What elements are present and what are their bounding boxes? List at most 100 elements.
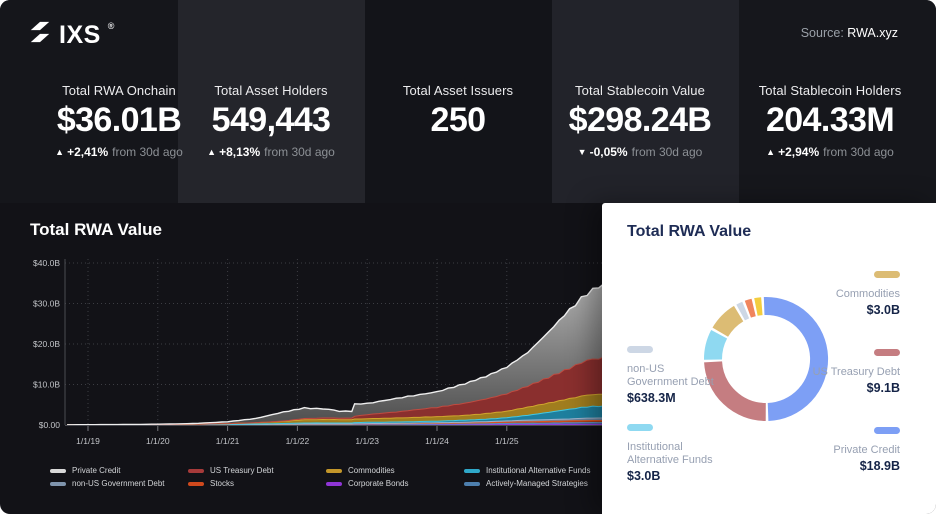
stat-card-bg-2 <box>178 0 365 203</box>
stat-card-bg-1 <box>0 0 178 203</box>
callout-swatch <box>874 427 900 434</box>
donut-segment-institutional-alternative-funds[interactable] <box>704 330 728 360</box>
legend-item-institutional-alternative-funds[interactable]: Institutional Alternative Funds <box>464 464 602 477</box>
y-tick-label: $10.0B <box>33 380 60 390</box>
donut-callout-non-us-government-debt[interactable]: non-US Government Debt $638.3M <box>627 346 737 405</box>
donut-callout-private-credit[interactable]: Private Credit $18.9B <box>780 427 900 473</box>
delta-percent: +8,13% <box>219 145 261 159</box>
y-tick-label: $20.0B <box>33 339 60 349</box>
stat-delta: ▲ +2,41% from 30d ago <box>55 145 183 160</box>
stat-delta: ▲ +8,13% from 30d ago <box>207 145 335 160</box>
callout-value: $3.0B <box>866 303 900 317</box>
donut-callout-institutional-alternative-funds[interactable]: Institutional Alternative Funds $3.0B <box>627 424 737 483</box>
stat-title: Total RWA Onchain <box>62 83 176 98</box>
delta-percent: -0,05% <box>589 145 628 159</box>
legend-swatch <box>50 481 66 486</box>
delta-percent: +2,41% <box>67 145 109 159</box>
y-tick-label: $0.00 <box>39 420 61 430</box>
stat-card-total-stablecoin-holders: Total Stablecoin Holders 204.33M ▲ +2,94%… <box>759 83 902 160</box>
legend-label: Stocks <box>210 479 235 488</box>
stat-value: $36.01B <box>56 101 182 139</box>
x-tick-label: 1/1/23 <box>355 436 379 446</box>
donut-callout-us-treasury-debt[interactable]: US Treasury Debt $9.1B <box>780 349 900 395</box>
legend-item-non-us-government-debt[interactable]: non-US Government Debt <box>50 477 188 490</box>
legend-item-actively-managed-strategies[interactable]: Actively-Managed Strategies <box>464 477 602 490</box>
callout-value: $3.0B <box>627 469 661 483</box>
callout-swatch <box>874 271 900 278</box>
callout-value: $9.1B <box>866 381 900 395</box>
x-tick-label: 1/1/21 <box>216 436 240 446</box>
delta-down-icon: ▼ <box>577 147 587 157</box>
stat-title: Total Stablecoin Holders <box>758 83 902 98</box>
legend-item-stocks[interactable]: Stocks <box>188 477 326 490</box>
delta-period: from 30d ago <box>631 145 703 159</box>
x-tick-label: 1/1/20 <box>146 436 170 446</box>
area-series-us-treasury-debt <box>67 356 611 425</box>
delta-percent: +2,94% <box>778 145 820 159</box>
stat-value: $298.24B <box>568 101 712 139</box>
x-tick-label: 1/1/19 <box>76 436 100 446</box>
legend-item-corporate-bonds[interactable]: Corporate Bonds <box>326 477 464 490</box>
legend-label: US Treasury Debt <box>210 466 274 475</box>
area-series-line-private-credit <box>67 279 611 426</box>
y-tick-label: $40.0B <box>33 258 60 268</box>
stat-card-bg-5 <box>739 0 936 203</box>
logo-text: IXS <box>59 20 101 49</box>
source-label: Source: <box>800 26 844 40</box>
callout-label: US Treasury Debt <box>812 366 900 378</box>
registered-mark-icon: ® <box>107 21 115 31</box>
x-tick-label: 1/1/22 <box>286 436 310 446</box>
donut-segment-other[interactable] <box>744 298 756 318</box>
ixs-logo[interactable]: IXS ® <box>28 20 114 49</box>
callout-label: non-US Government Debt <box>627 363 714 388</box>
callout-swatch <box>874 349 900 356</box>
stat-delta: ▼ -0,05% from 30d ago <box>578 145 703 160</box>
total-rwa-value-donut-chart[interactable] <box>666 259 866 459</box>
stat-title: Total Asset Issuers <box>402 83 514 98</box>
donut-chart-title: Total RWA Value <box>627 223 752 240</box>
source-attribution: Source: RWA.xyz <box>801 26 898 40</box>
legend-label: Corporate Bonds <box>348 479 409 488</box>
delta-period: from 30d ago <box>112 145 183 159</box>
x-tick-label: 1/1/25 <box>495 436 519 446</box>
total-rwa-value-area-chart[interactable]: 1/1/19 1/1/20 1/1/21 1/1/22 1/1/23 1/1/24 1/1/… <box>0 203 936 514</box>
delta-up-icon: ▲ <box>207 147 217 157</box>
legend-swatch <box>50 468 66 473</box>
legend-label: Commodities <box>348 466 395 475</box>
stat-card-bg-4 <box>552 0 739 203</box>
legend-item-commodities[interactable]: Commodities <box>326 464 464 477</box>
donut-segment-non-us-government-debt[interactable] <box>736 301 750 321</box>
legend-item-private-credit[interactable]: Private Credit <box>50 464 188 477</box>
legend-label: Actively-Managed Strategies <box>486 479 588 488</box>
y-tick-label: $30.0B <box>33 299 60 309</box>
legend-swatch <box>326 481 342 486</box>
legend-swatch <box>188 481 204 486</box>
stat-card-total-asset-issuers: Total Asset Issuers 250 <box>403 83 513 160</box>
stat-title: Total Stablecoin Value <box>575 83 705 98</box>
donut-segment-us-treasury-debt[interactable] <box>704 361 767 421</box>
stat-card-bg-3 <box>365 0 552 203</box>
callout-swatch <box>627 424 653 431</box>
legend-swatch <box>464 468 480 473</box>
callout-label: Commodities <box>835 288 900 300</box>
donut-segment-private-credit[interactable] <box>763 297 829 421</box>
stat-value: 204.33M <box>765 101 895 139</box>
area-series-private-credit <box>67 280 611 425</box>
ixs-logo-icon <box>28 20 52 49</box>
legend-item-us-treasury-debt[interactable]: US Treasury Debt <box>188 464 326 477</box>
stat-delta: ▲ +2,94% from 30d ago <box>766 145 894 160</box>
legend-label: non-US Government Debt <box>72 479 165 488</box>
total-rwa-value-panel: Total RWA Value Commodities $3.0B US Tre… <box>602 203 936 514</box>
delta-up-icon: ▲ <box>55 147 65 157</box>
donut-callout-commodities[interactable]: Commodities $3.0B <box>780 271 900 317</box>
area-series-commodities <box>67 393 611 425</box>
stat-card-total-stablecoin-value: Total Stablecoin Value $298.24B ▼ -0,05% f… <box>569 83 712 160</box>
legend-label: Institutional Alternative Funds <box>486 466 591 475</box>
source-link[interactable]: RWA.xyz <box>847 26 898 40</box>
delta-period: from 30d ago <box>823 145 894 159</box>
donut-segment-other[interactable] <box>754 297 763 316</box>
stat-value: 250 <box>430 101 487 139</box>
legend-swatch <box>464 481 480 486</box>
donut-segment-commodities[interactable] <box>712 305 744 338</box>
